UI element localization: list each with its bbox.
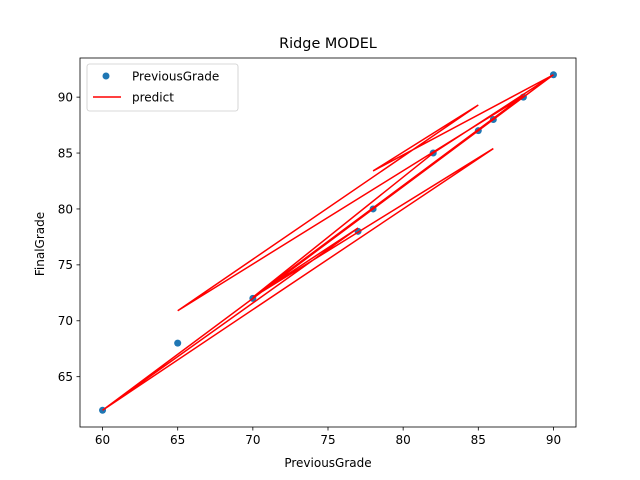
legend-box <box>86 63 239 112</box>
axes: 60 65 70 75 80 85 90 65 70 75 80 85 90 <box>58 57 577 447</box>
y-tick-label: 75 <box>58 258 73 272</box>
predict-line <box>102 74 554 411</box>
x-tick-label: 90 <box>546 433 561 447</box>
chart-title: Ridge MODEL <box>279 36 377 52</box>
x-axis-label: PreviousGrade <box>284 456 371 470</box>
scatter-point <box>174 339 182 347</box>
y-tick-label: 90 <box>58 90 73 104</box>
legend-marker-scatter <box>102 72 110 80</box>
legend-label-line: predict <box>132 91 174 105</box>
x-tick-label: 85 <box>471 433 486 447</box>
x-tick-label: 70 <box>245 433 260 447</box>
y-tick-label: 70 <box>58 314 73 328</box>
x-tick-label: 60 <box>95 433 110 447</box>
legend-label-scatter: PreviousGrade <box>132 70 219 84</box>
legend: PreviousGrade predict <box>86 63 239 112</box>
x-tick-label: 75 <box>320 433 335 447</box>
x-tick-label: 80 <box>396 433 411 447</box>
plot-area <box>99 71 557 414</box>
y-tick-label: 80 <box>58 202 73 216</box>
y-tick-label: 85 <box>58 146 73 160</box>
x-tick-label: 65 <box>170 433 185 447</box>
y-tick-label: 65 <box>58 370 73 384</box>
y-axis-label: FinalGrade <box>33 212 47 276</box>
